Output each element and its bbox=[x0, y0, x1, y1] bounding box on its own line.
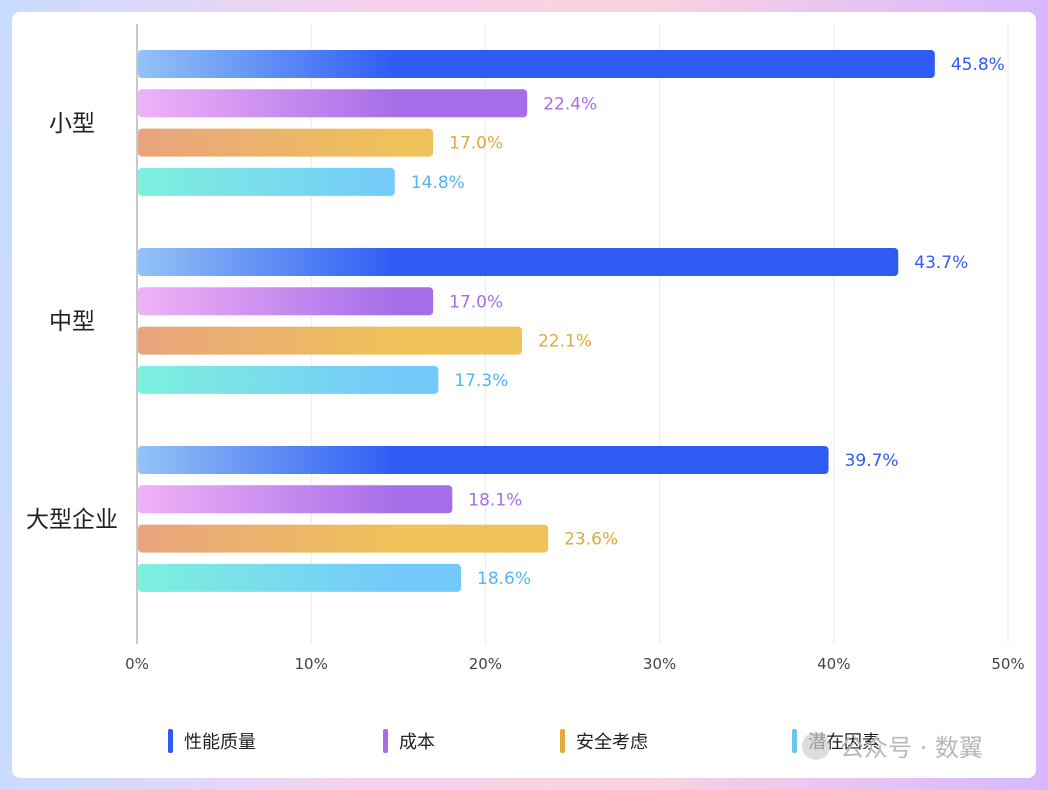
bar bbox=[138, 563, 462, 592]
legend-swatch bbox=[383, 729, 388, 753]
watermark-text: 公众号 · 数翼 bbox=[840, 734, 983, 762]
bar bbox=[138, 485, 453, 514]
bar bbox=[138, 326, 522, 355]
legend-swatch bbox=[560, 729, 565, 753]
legend-label: 安全考虑 bbox=[576, 732, 648, 753]
data-label: 18.6% bbox=[477, 569, 531, 589]
bar bbox=[138, 287, 434, 316]
legend-swatch bbox=[168, 729, 173, 753]
x-tick-label: 30% bbox=[643, 655, 676, 673]
bar bbox=[138, 446, 829, 474]
data-label: 18.1% bbox=[468, 490, 522, 510]
data-label: 22.4% bbox=[543, 94, 597, 114]
legend-label: 成本 bbox=[399, 732, 435, 753]
bar bbox=[138, 524, 549, 553]
x-tick-label: 40% bbox=[817, 655, 850, 673]
bar bbox=[138, 89, 528, 118]
category-label: 大型企业 bbox=[26, 507, 118, 533]
category-label: 中型 bbox=[49, 309, 95, 335]
watermark-icon bbox=[802, 732, 830, 760]
legend-label: 性能质量 bbox=[184, 732, 256, 753]
watermark: 公众号 · 数翼 bbox=[802, 732, 983, 762]
data-label: 17.3% bbox=[454, 371, 508, 391]
data-label: 39.7% bbox=[845, 451, 899, 471]
data-label: 17.0% bbox=[449, 292, 503, 312]
bar bbox=[138, 128, 434, 157]
bar bbox=[138, 248, 899, 276]
x-tick-label: 0% bbox=[125, 655, 149, 673]
data-label: 45.8% bbox=[951, 55, 1005, 75]
category-label: 小型 bbox=[49, 111, 95, 137]
legend-swatch bbox=[792, 729, 797, 753]
data-label: 23.6% bbox=[564, 530, 618, 550]
x-tick-label: 50% bbox=[991, 655, 1024, 673]
data-label: 14.8% bbox=[411, 173, 465, 193]
data-label: 22.1% bbox=[538, 332, 592, 352]
data-label: 17.0% bbox=[449, 134, 503, 154]
bar bbox=[138, 50, 935, 78]
bar bbox=[138, 167, 395, 196]
x-tick-label: 20% bbox=[469, 655, 502, 673]
data-label: 43.7% bbox=[914, 253, 968, 273]
bar bbox=[138, 365, 439, 394]
x-tick-label: 10% bbox=[295, 655, 328, 673]
